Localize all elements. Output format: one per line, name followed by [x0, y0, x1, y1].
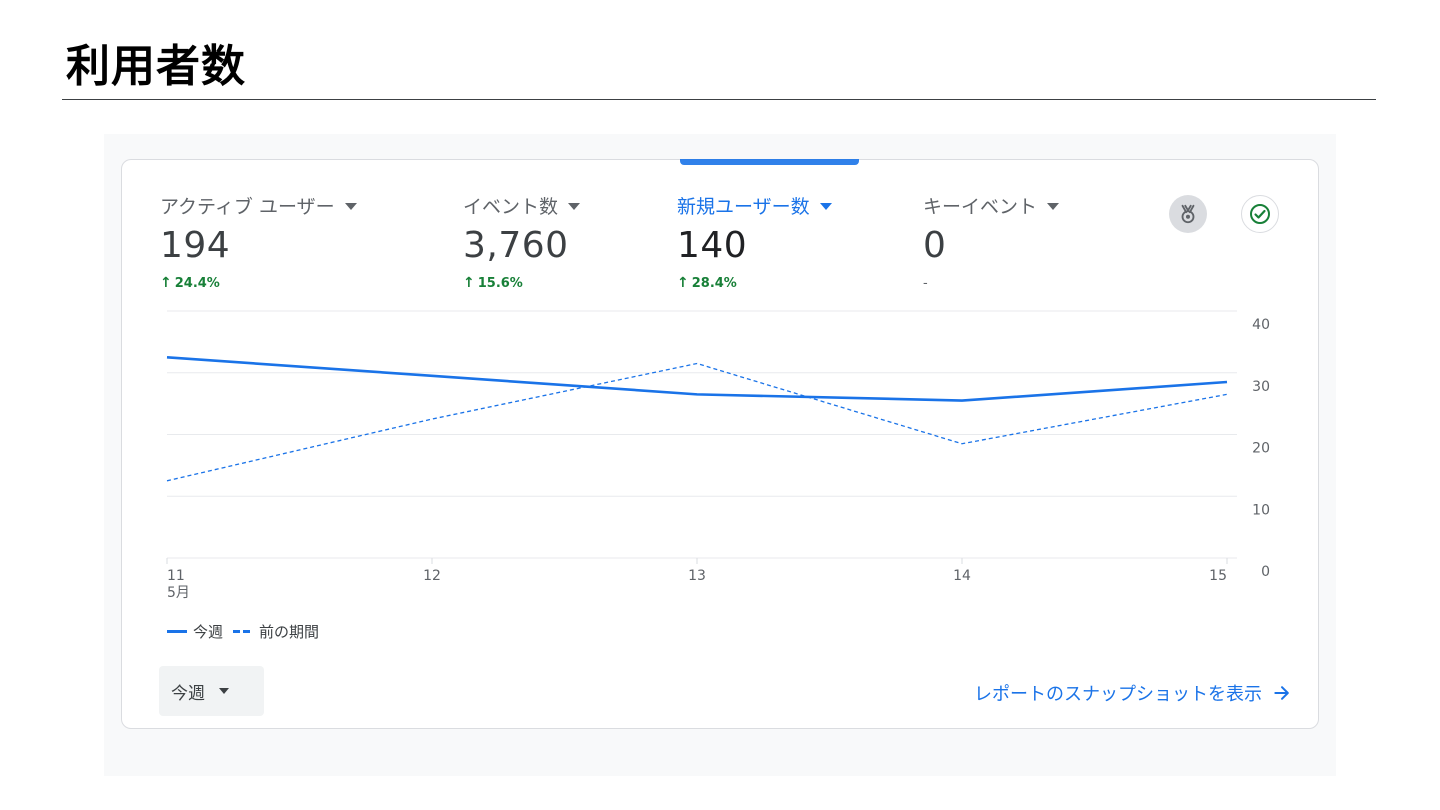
x-tick-label: 15 — [1209, 568, 1227, 584]
x-tick-label: 12 — [423, 568, 441, 584]
y-tick-label: 10 — [1252, 502, 1270, 518]
metric-change-value: 28.4% — [691, 275, 737, 291]
snapshot-link-label: レポートのスナップショットを表示 — [974, 684, 1262, 705]
active-metric-indicator — [680, 159, 859, 165]
overview-card — [121, 159, 1319, 729]
dropdown-caret-icon[interactable] — [568, 202, 581, 210]
metric-change: - — [923, 274, 1059, 292]
metric-new-users[interactable]: 新規ユーザー数 140 ↑ 28.4% — [677, 192, 832, 292]
period-label: 今週 — [171, 683, 205, 704]
metric-change-value: - — [923, 275, 928, 291]
y-tick-label: 0 — [1261, 564, 1270, 580]
x-tick-label: 11 — [167, 568, 185, 584]
arrow-right-icon — [1272, 683, 1292, 703]
legend-item-previous: 前の期間 — [233, 621, 319, 642]
metric-value: 0 — [923, 225, 947, 266]
period-dropdown[interactable]: 今週 — [159, 666, 264, 716]
y-tick-label: 30 — [1252, 379, 1270, 395]
metric-event-count[interactable]: イベント数 3,760 ↑ 15.6% — [463, 192, 581, 292]
metric-label: キーイベント — [923, 195, 1038, 218]
legend-solid-line-icon — [167, 630, 187, 633]
dropdown-caret-icon[interactable] — [819, 202, 832, 210]
metric-label: アクティブ ユーザー — [160, 195, 335, 218]
metric-label: イベント数 — [463, 195, 559, 218]
dropdown-caret-icon[interactable] — [344, 202, 357, 210]
y-tick-label: 40 — [1252, 317, 1270, 333]
metric-label: 新規ユーザー数 — [677, 195, 810, 218]
arrow-up-icon: ↑ — [463, 275, 475, 291]
metric-value: 194 — [160, 225, 231, 266]
metric-key-events[interactable]: キーイベント 0 - — [923, 192, 1060, 292]
legend-label: 今週 — [193, 623, 224, 641]
metric-value: 3,760 — [463, 225, 569, 266]
dropdown-caret-icon[interactable] — [1047, 202, 1060, 210]
metric-active-users[interactable]: アクティブ ユーザー 194 ↑ 24.4% — [160, 192, 357, 292]
metric-change: ↑ 15.6% — [463, 274, 580, 292]
metric-change: ↑ 24.4% — [160, 274, 357, 292]
legend-dashed-line-icon — [233, 630, 253, 633]
legend-label: 前の期間 — [259, 623, 320, 641]
arrow-up-icon: ↑ — [160, 275, 172, 291]
y-tick-label: 20 — [1252, 441, 1270, 457]
chart-legend: 今週 前の期間 — [167, 621, 329, 642]
check-circle-icon[interactable] — [1241, 195, 1279, 233]
x-tick-label: 14 — [953, 568, 971, 584]
medal-icon[interactable] — [1169, 195, 1207, 233]
arrow-up-icon: ↑ — [677, 275, 689, 291]
x-tick-label: 13 — [688, 568, 706, 584]
page-title: 利用者数 — [66, 41, 246, 92]
dropdown-caret-icon — [219, 688, 229, 694]
series-line-previous — [166, 362, 1228, 482]
metric-change-value: 15.6% — [477, 275, 523, 291]
metric-value: 140 — [677, 225, 748, 266]
title-divider — [62, 99, 1376, 100]
metric-change-value: 24.4% — [174, 275, 220, 291]
legend-item-current: 今週 — [167, 621, 223, 642]
series-line-current — [166, 356, 1228, 402]
metric-change: ↑ 28.4% — [677, 274, 832, 292]
x-month-label: 5月 — [167, 585, 190, 601]
view-report-snapshot-link[interactable]: レポートのスナップショットを表示 — [974, 680, 1292, 706]
